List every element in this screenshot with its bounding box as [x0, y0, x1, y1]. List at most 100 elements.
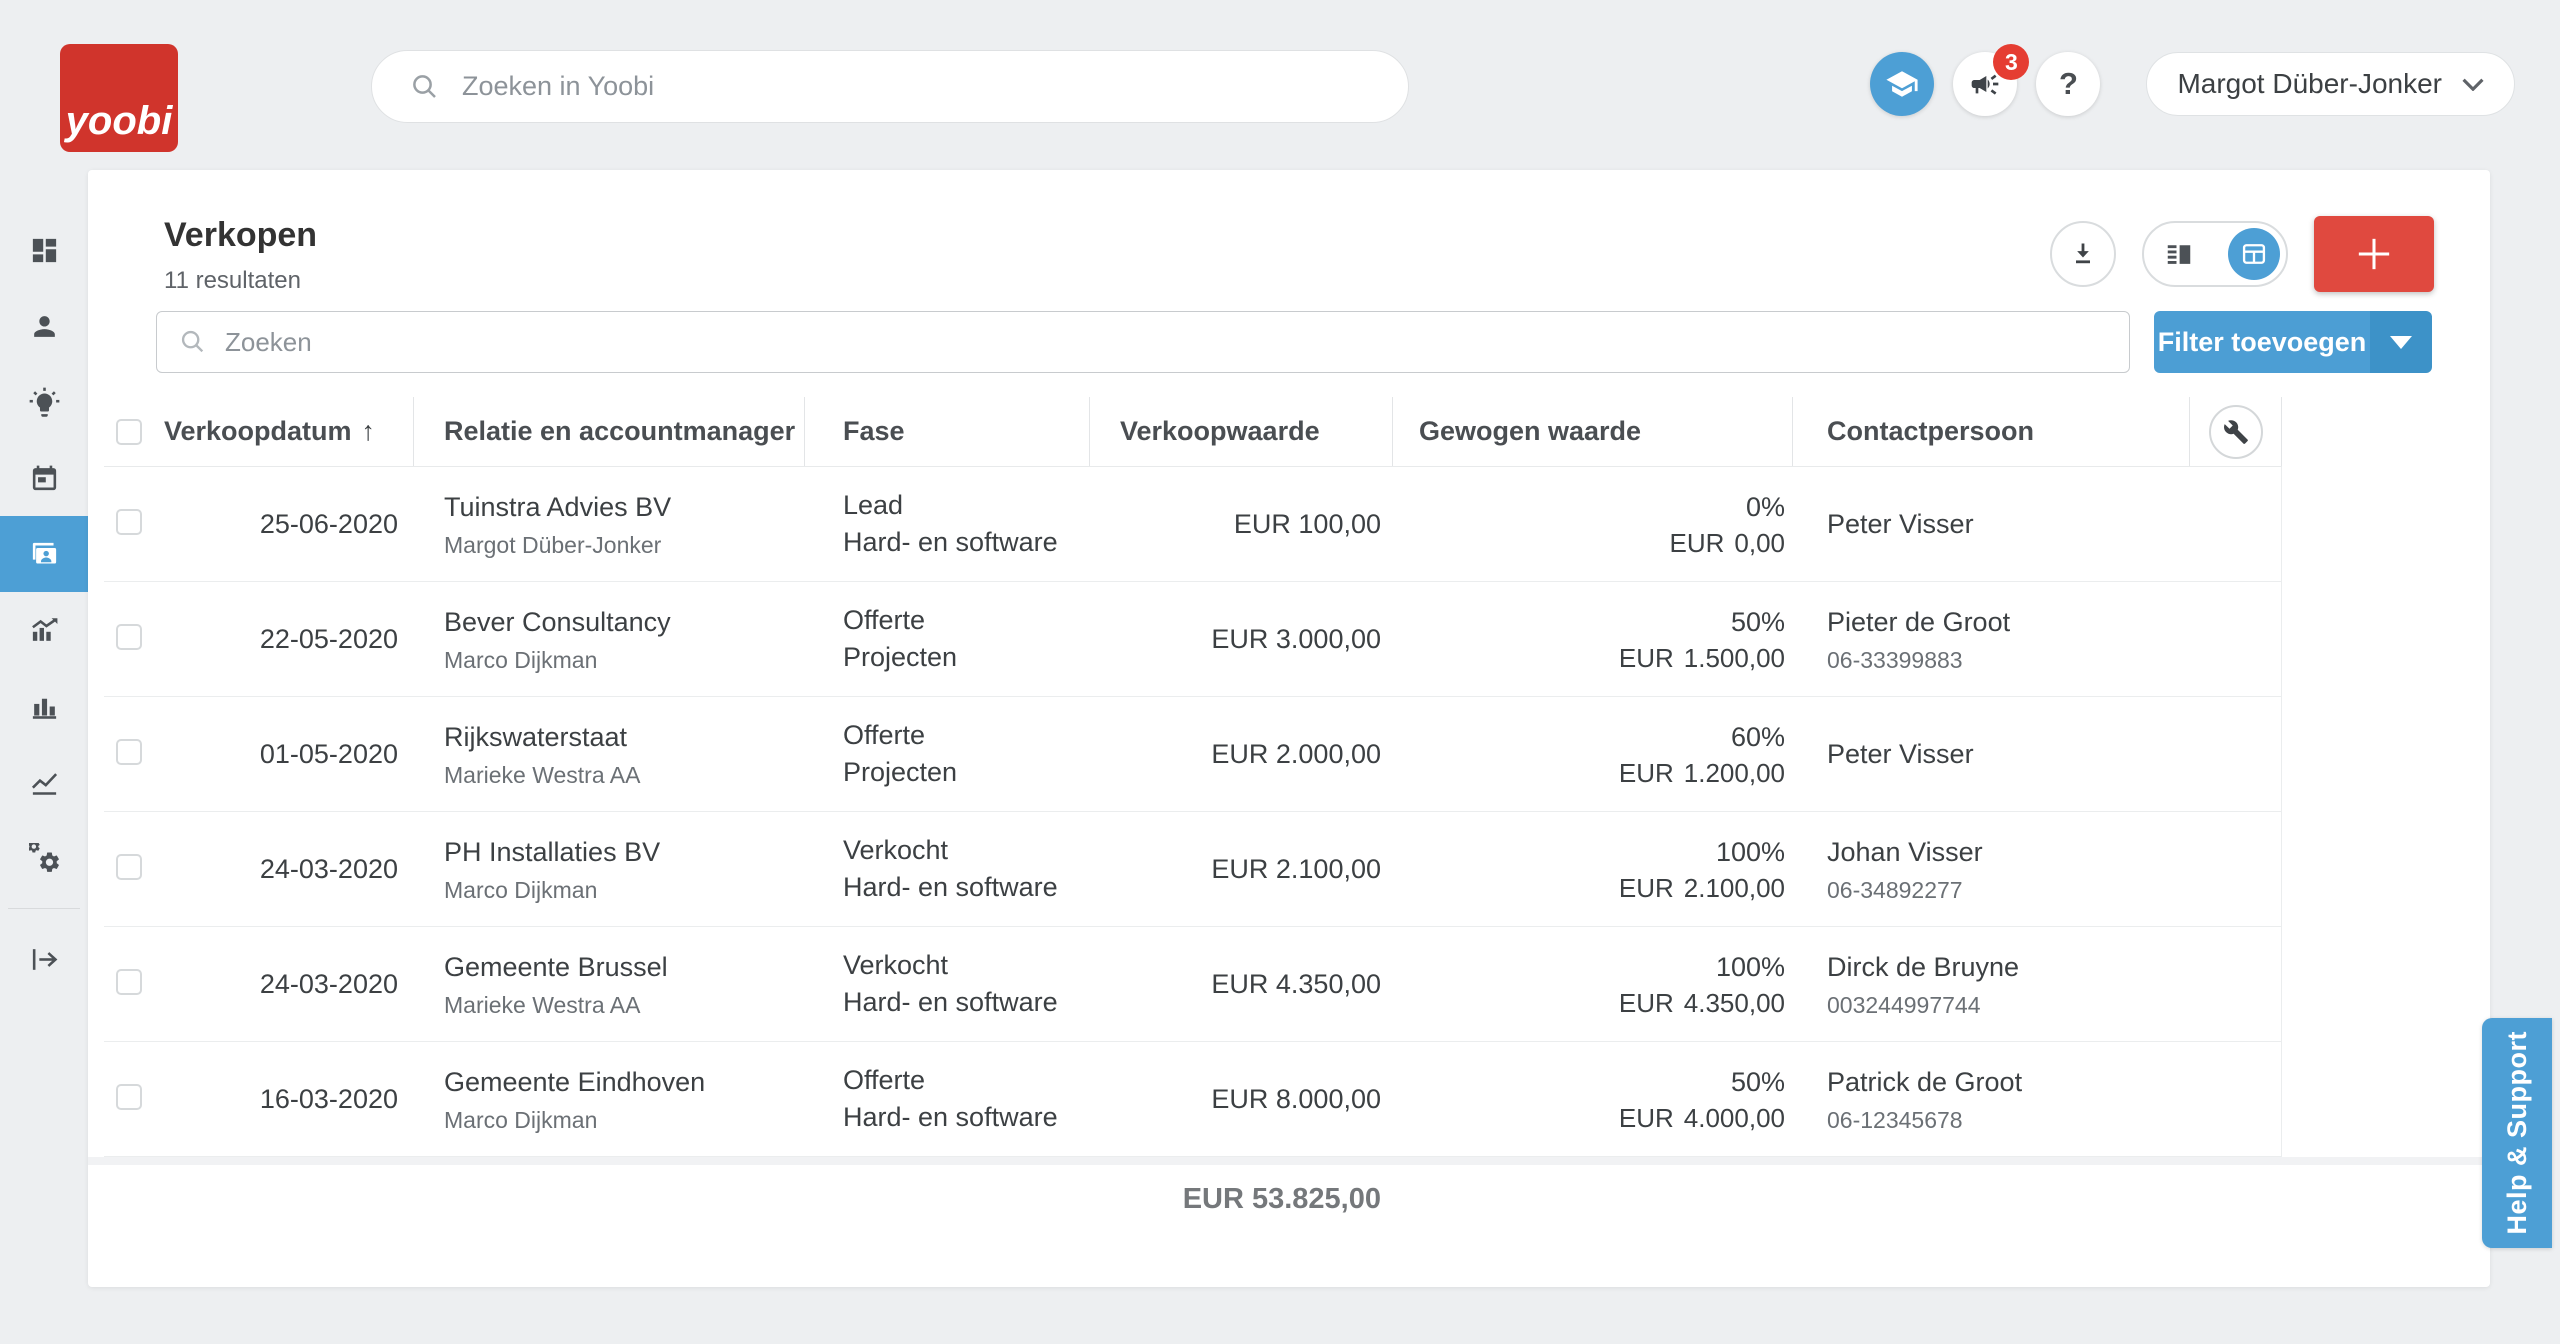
sale-value: EUR 4.350,00: [1211, 968, 1381, 999]
settings-gears-icon: [28, 842, 59, 872]
sidebar-item-dashboard[interactable]: [0, 212, 88, 288]
sale-value: EUR 100,00: [1233, 508, 1381, 539]
column-header-relatie[interactable]: Relatie en accountmanager: [414, 397, 805, 466]
help-button[interactable]: ?: [2036, 52, 2101, 116]
phase: Verkocht: [843, 950, 949, 980]
relation-name[interactable]: Bever Consultancy: [444, 606, 671, 637]
toolbar: [2050, 216, 2434, 292]
weighted-value: 50% EUR 4.000,00: [1618, 1066, 1785, 1133]
column-header-gewogen-waarde[interactable]: Gewogen waarde: [1393, 397, 1793, 466]
sidebar-item-ideas[interactable]: [0, 364, 88, 440]
table-row[interactable]: 25-06-2020 Tuinstra Advies BV Margot Dübe…: [104, 467, 2282, 582]
help-support-tab[interactable]: Help & Support: [2482, 1018, 2552, 1248]
total-value: EUR 53.825,00: [1182, 1183, 1381, 1215]
row-checkbox[interactable]: [116, 968, 142, 995]
account-manager: Marieke Westra AA: [444, 991, 641, 1018]
plus-icon: [2358, 238, 2390, 270]
notification-badge: 3: [1993, 44, 2030, 80]
view-toggle: [2142, 221, 2288, 287]
sidebar-item-settings[interactable]: [0, 820, 88, 896]
academy-icon: [1886, 71, 1919, 97]
add-filter-label[interactable]: Filter toevoegen: [2154, 311, 2370, 373]
card-header: Verkopen 11 resultaten: [88, 170, 2490, 295]
add-filter-button[interactable]: Filter toevoegen: [2154, 311, 2432, 373]
caret-down-icon: [2390, 335, 2412, 349]
relation-name[interactable]: PH Installaties BV: [444, 836, 661, 867]
row-checkbox[interactable]: [116, 738, 142, 765]
user-name: Margot Düber-Jonker: [2177, 68, 2442, 99]
sidebar-item-statistics[interactable]: [0, 592, 88, 668]
table-row[interactable]: 24-03-2020 Gemeente Brussel Marieke Westr…: [104, 927, 2282, 1042]
sale-value: EUR 2.000,00: [1211, 738, 1381, 769]
column-header-contactpersoon[interactable]: Contactpersoon: [1793, 397, 2190, 466]
user-menu[interactable]: Margot Düber-Jonker: [2146, 52, 2515, 116]
column-header-fase[interactable]: Fase: [805, 397, 1090, 466]
relation-name[interactable]: Gemeente Eindhoven: [444, 1066, 706, 1097]
search-icon: [413, 74, 436, 98]
weighted-value: 0% EUR 0,00: [1669, 491, 1785, 558]
weighted-value: 100% EUR 2.100,00: [1618, 836, 1785, 903]
table-view-icon: [2242, 244, 2266, 264]
contact-phone: 06-12345678: [1827, 1106, 1963, 1133]
account-manager: Marco Dijkman: [444, 646, 598, 673]
global-search[interactable]: [371, 50, 1409, 123]
account-manager: Margot Düber-Jonker: [444, 531, 662, 558]
sidebar-item-bar-chart[interactable]: [0, 668, 88, 744]
add-sale-button[interactable]: [2314, 216, 2434, 292]
filter-dropdown-button[interactable]: [2370, 311, 2432, 373]
column-header-verkoopdatum[interactable]: Verkoopdatum ↑: [160, 397, 414, 466]
category: Projecten: [843, 757, 958, 787]
table-row[interactable]: 16-03-2020 Gemeente Eindhoven Marco Dijkm…: [104, 1042, 2282, 1157]
sale-date: 16-03-2020: [259, 1083, 398, 1114]
list-view-icon[interactable]: [2164, 239, 2194, 269]
global-search-input[interactable]: [462, 71, 1408, 102]
chevron-down-icon: [2462, 78, 2484, 91]
contact-name: Dirck de Bruyne: [1827, 951, 2020, 982]
table-row[interactable]: 22-05-2020 Bever Consultancy Marco Dijkma…: [104, 582, 2282, 697]
table-view-button[interactable]: [2228, 228, 2280, 280]
category: Hard- en software: [843, 987, 1058, 1017]
table-row[interactable]: 01-05-2020 Rijkswaterstaat Marieke Westra…: [104, 697, 2282, 812]
search-icon: [181, 330, 204, 353]
announcements-button[interactable]: 3: [1953, 44, 2030, 116]
crm-contact-card-icon: [32, 542, 56, 564]
download-icon: [2076, 243, 2090, 264]
list-search-input[interactable]: [225, 326, 2107, 358]
sale-date: 24-03-2020: [259, 853, 398, 884]
download-button[interactable]: [2050, 221, 2116, 287]
phase: Verkocht: [843, 835, 949, 865]
row-checkbox[interactable]: [116, 853, 142, 880]
phase: Offerte: [843, 605, 926, 635]
contact-name: Pieter de Groot: [1827, 606, 2011, 637]
category: Hard- en software: [843, 527, 1058, 557]
column-settings-button[interactable]: [2208, 404, 2263, 459]
relation-name[interactable]: Tuinstra Advies BV: [444, 491, 672, 522]
sidebar: [0, 170, 88, 1344]
topbar-actions: 3 ? Margot Düber-Jonker: [1851, 44, 2515, 116]
line-chart-icon: [31, 772, 57, 795]
sidebar-item-calendar[interactable]: [0, 440, 88, 516]
table-header: Verkoopdatum ↑ Relatie en accountmanager …: [104, 397, 2282, 467]
academy-button[interactable]: [1870, 52, 1935, 116]
contact-name: Peter Visser: [1827, 508, 1974, 539]
account-manager: Marco Dijkman: [444, 1106, 598, 1133]
relation-name[interactable]: Rijkswaterstaat: [444, 721, 628, 752]
contact-phone: 003244997744: [1827, 991, 1981, 1018]
table-row[interactable]: 24-03-2020 PH Installaties BV Marco Dijkm…: [104, 812, 2282, 927]
category: Hard- en software: [843, 1102, 1058, 1132]
sidebar-item-line-chart[interactable]: [0, 744, 88, 820]
sidebar-item-logout[interactable]: [0, 921, 88, 997]
row-checkbox[interactable]: [116, 1083, 142, 1110]
row-checkbox[interactable]: [116, 623, 142, 650]
relation-name[interactable]: Gemeente Brussel: [444, 951, 668, 982]
sidebar-item-contacts[interactable]: [0, 288, 88, 364]
sidebar-item-verkopen[interactable]: [0, 516, 88, 592]
list-search[interactable]: [156, 311, 2130, 373]
help-icon: ?: [2058, 66, 2078, 101]
column-header-verkoopwaarde[interactable]: Verkoopwaarde: [1090, 397, 1393, 466]
select-all-checkbox[interactable]: [116, 418, 142, 445]
calendar-icon: [32, 465, 56, 490]
bar-chart-icon: [32, 698, 56, 719]
row-checkbox[interactable]: [116, 508, 142, 535]
yoobi-logo[interactable]: yoobi: [60, 44, 178, 152]
